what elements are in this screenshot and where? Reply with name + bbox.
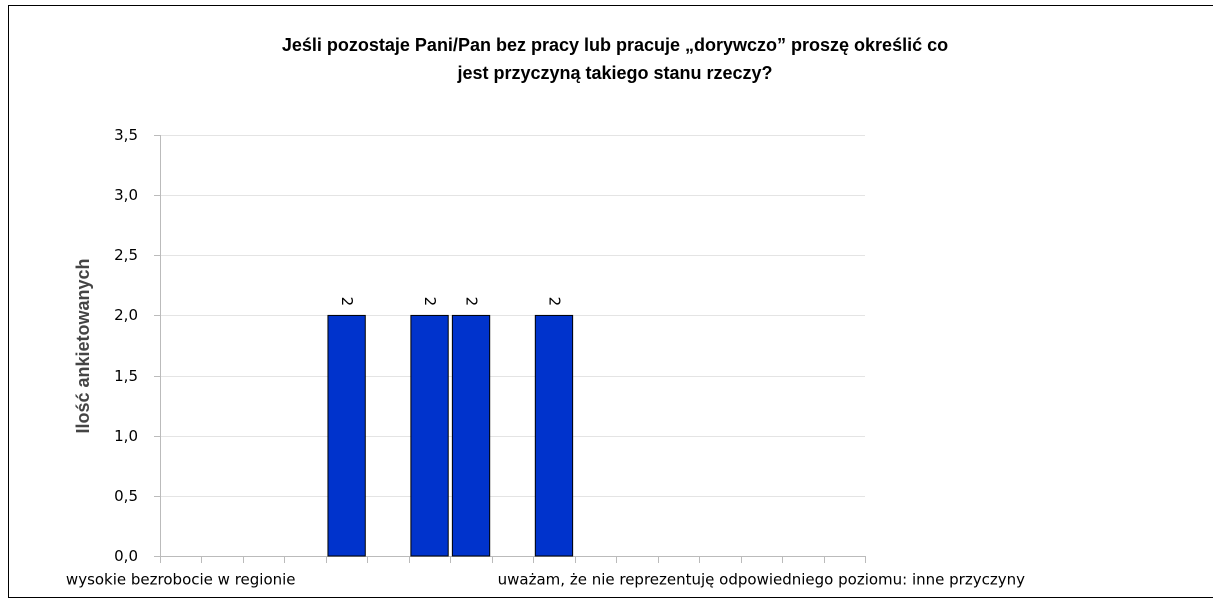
y-tick-label: 2,0 — [114, 306, 138, 324]
bar — [410, 314, 449, 557]
bar — [534, 314, 574, 557]
y-axis-label: Ilość ankietowanych — [73, 258, 93, 433]
chart-title: jest przyczyną takiego stanu rzeczy? — [456, 63, 772, 83]
x-tick-label: uważam, że nie reprezentuję odpowiednieg… — [498, 571, 1025, 589]
data-label: 2 — [463, 297, 481, 307]
y-tick-label: 0,5 — [114, 487, 138, 505]
x-tick-label: wysokie bezrobocie w regionie — [66, 571, 296, 589]
data-label: 2 — [338, 297, 356, 307]
data-label: 2 — [545, 297, 563, 307]
bar — [327, 314, 366, 557]
data-label: 2 — [421, 297, 439, 307]
chart-title: Jeśli pozostaje Pani/Pan bez pracy lub p… — [282, 35, 948, 55]
y-tick-label: 1,5 — [114, 367, 138, 385]
y-tick-label: 3,0 — [114, 186, 138, 204]
bar — [451, 314, 491, 557]
y-tick-label: 2,5 — [114, 246, 138, 264]
y-tick-label: 3,5 — [114, 126, 138, 144]
y-tick-label: 1,0 — [114, 427, 138, 445]
frame — [8, 5, 1213, 598]
y-tick-label: 0,0 — [114, 547, 138, 565]
